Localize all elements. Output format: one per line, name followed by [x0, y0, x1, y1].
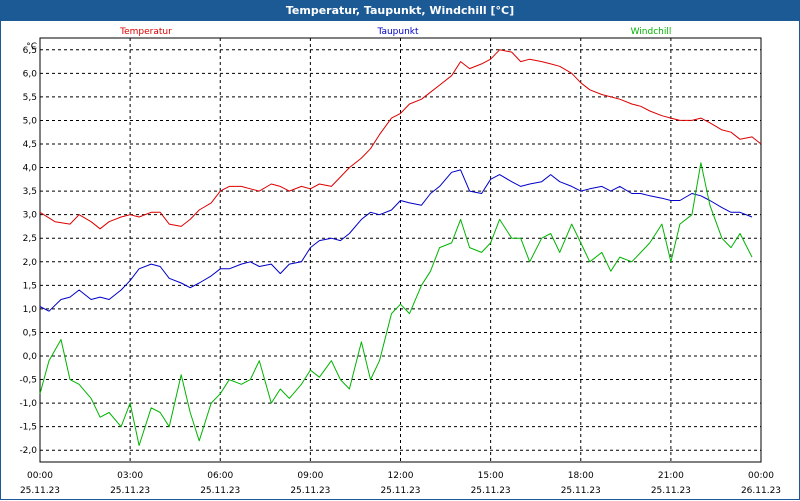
plot-area-border: [39, 37, 762, 463]
x-tick-time: 18:00: [568, 471, 594, 481]
y-tick-label: 0,5: [23, 328, 37, 338]
y-tick-label: -0,5: [19, 376, 37, 386]
x-tick-time: 21:00: [658, 471, 684, 481]
y-tick-label: -1,5: [19, 423, 37, 433]
legend-taupunkt: Taupunkt: [376, 27, 419, 37]
x-tick-time: 00:00: [748, 471, 774, 481]
x-tick-date: 25.11.23: [561, 486, 601, 496]
x-tick-date: 25.11.23: [471, 486, 511, 496]
chart-title: Temperatur, Taupunkt, Windchill [°C]: [1, 1, 799, 21]
y-tick-label: 5,5: [23, 93, 37, 103]
y-tick-label: 3,0: [23, 211, 38, 221]
y-tick-label: -1,0: [19, 399, 37, 409]
x-tick-date: 25.11.23: [110, 486, 150, 496]
y-tick-label: 1,0: [23, 305, 38, 315]
x-tick-date: 25.11.23: [651, 486, 691, 496]
y-tick-label: 6,5: [23, 46, 37, 56]
series-line-taupunkt: [39, 169, 753, 312]
y-tick-label: 0,0: [23, 352, 38, 362]
y-tick-label: 4,5: [23, 140, 37, 150]
y-axis-unit: °C: [26, 42, 37, 52]
y-tick-label: 2,5: [23, 234, 37, 244]
x-tick-date: 25.11.23: [200, 486, 240, 496]
y-tick-label: 5,0: [23, 116, 38, 126]
x-tick-time: 12:00: [388, 471, 414, 481]
y-tick-label: 4,0: [23, 164, 38, 174]
y-tick-label: 3,5: [23, 187, 37, 197]
x-tick-time: 15:00: [478, 471, 504, 481]
x-tick-date: 25.11.23: [20, 486, 60, 496]
series-line-temperatur: [39, 49, 762, 230]
legend-temperatur: Temperatur: [119, 27, 172, 37]
x-tick-date: 26.11.23: [741, 486, 781, 496]
y-tick-label: 2,0: [23, 258, 38, 268]
x-tick-time: 00:00: [27, 471, 53, 481]
x-tick-time: 09:00: [297, 471, 323, 481]
y-tick-label: -2,0: [19, 446, 37, 456]
y-tick-label: 6,0: [23, 69, 38, 79]
x-tick-date: 25.11.23: [290, 486, 330, 496]
x-tick-date: 25.11.23: [380, 486, 420, 496]
y-tick-label: 1,5: [23, 281, 37, 291]
x-tick-time: 03:00: [117, 471, 143, 481]
legend-windchill: Windchill: [631, 27, 672, 37]
series-line-windchill: [39, 162, 753, 446]
x-tick-time: 06:00: [207, 471, 233, 481]
